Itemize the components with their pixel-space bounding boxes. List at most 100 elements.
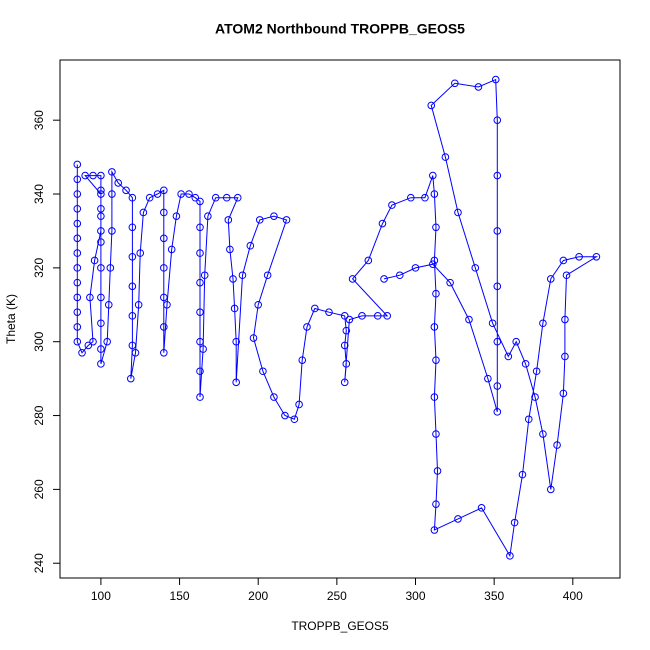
data-point [126,374,135,383]
data-point [364,256,373,265]
data-point [493,282,502,291]
data-point [196,308,204,316]
data-point [163,300,171,309]
data-point [430,256,439,265]
data-point [196,367,204,376]
x-axis-label: TROPPB_GEOS5 [291,619,389,633]
data-point [160,234,168,243]
data-point [97,264,105,272]
data-point [108,190,116,198]
data-point [282,216,291,224]
data-point [139,208,148,217]
data-point [73,219,82,228]
data-point [531,393,539,401]
data-point [432,356,440,364]
data-point [493,337,502,346]
data-point [73,293,82,302]
data-point [506,552,514,560]
data-point [493,171,502,180]
y-tick-label: 340 [32,184,46,204]
data-point [160,348,168,357]
data-line [76,78,599,558]
data-point [191,193,200,202]
data-point [432,500,440,508]
x-tick-label: 300 [405,589,425,603]
data-point [429,171,437,180]
data-point [562,271,571,280]
data-point [395,271,404,280]
data-point [73,190,82,198]
data-point [432,223,440,232]
data-point [259,367,267,376]
data-point [160,186,168,195]
data-point [340,341,349,350]
data-point [430,393,439,401]
data-point [204,212,212,220]
data-point [196,197,204,206]
x-tick-label: 200 [248,589,268,603]
data-point [406,193,415,202]
data-point [229,275,237,283]
data-point [290,415,299,424]
data-point [89,171,97,180]
data-point [199,345,207,353]
data-point [145,193,154,202]
data-point [97,360,105,368]
data-point [345,315,354,324]
data-point [451,79,459,88]
data-point [432,289,440,298]
data-point [73,308,82,316]
data-point [200,271,209,280]
data-point [238,271,247,280]
data-point [430,190,439,198]
data-point [471,264,480,272]
data-point [167,245,176,254]
data-point [84,341,93,350]
data-point [504,352,513,361]
data-point [446,278,454,287]
data-point [73,204,82,213]
data-point [524,415,533,424]
data-point [128,312,137,320]
data-point [89,337,97,346]
data-point [136,249,145,257]
data-point [196,278,204,287]
data-point [378,219,387,228]
data-point [342,326,351,335]
data-point [454,515,462,523]
y-tick-label: 240 [32,553,46,573]
data-point [128,223,137,232]
data-point [211,193,220,202]
data-point [493,408,502,416]
data-point [128,341,137,350]
data-point [263,271,272,280]
data-point [493,382,502,390]
data-point [108,168,116,176]
data-point [97,293,105,302]
data-point [340,378,349,387]
data-point [232,378,240,387]
data-point [128,193,137,202]
data-point [160,293,168,302]
data-point [559,389,568,398]
data-point [73,160,82,169]
y-axis-label: Theta (K) [4,294,18,344]
data-point [493,116,502,124]
data-point [172,212,181,220]
data-point [97,345,105,353]
data-point [131,348,140,357]
data-point [153,190,162,198]
data-point [559,256,568,265]
data-point [246,241,255,250]
x-tick-label: 350 [484,589,504,603]
data-point [196,223,204,232]
chart-title: ATOM2 Northbound TROPPB_GEOS5 [215,21,465,37]
data-point [97,190,105,198]
y-tick-label: 320 [32,258,46,278]
data-point [493,227,502,235]
data-point [592,252,601,261]
data-point [430,526,439,534]
data-point [546,485,555,494]
